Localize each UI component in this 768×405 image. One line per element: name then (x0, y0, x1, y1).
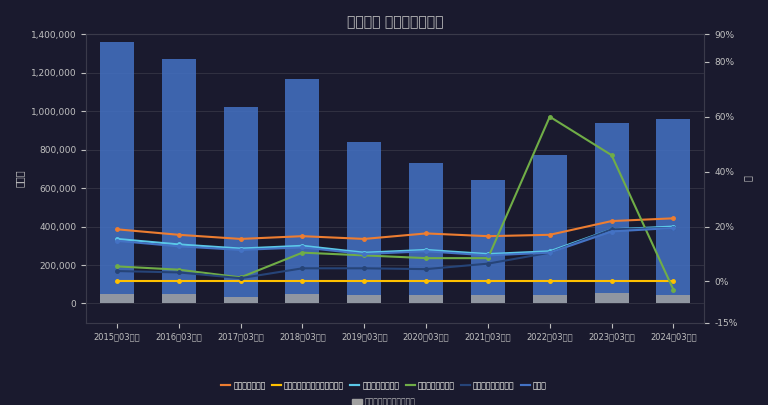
Bar (471, 181, 505, 303)
Bar (409, 163, 443, 303)
Bar (657, 119, 690, 303)
Bar (594, 123, 628, 303)
Bar (533, 156, 567, 303)
Bar (223, 107, 257, 303)
Bar (286, 79, 319, 303)
Legend: 売上高原価比率, 販売費および一般管理費比率, 売上高営業利益率, 売上高経常利益率, 売上高当期純利益率, 売上高: 売上高原価比率, 販売費および一般管理費比率, 売上高営業利益率, 売上高経常利… (218, 378, 550, 393)
Bar (100, 294, 134, 303)
Bar (533, 295, 567, 303)
Bar (223, 297, 257, 303)
Bar (471, 295, 505, 303)
Y-axis label: 億万円: 億万円 (15, 170, 25, 188)
Bar (657, 295, 690, 303)
Bar (162, 294, 196, 303)
Bar (100, 42, 134, 303)
Bar (347, 142, 381, 303)
Bar (409, 295, 443, 303)
Title: 営業効率 財務指標・数値: 営業効率 財務指標・数値 (347, 15, 443, 29)
Bar (347, 295, 381, 303)
Legend: 販売費および一般管理費: 販売費および一般管理費 (349, 394, 419, 405)
Bar (286, 294, 319, 303)
Y-axis label: 率: 率 (743, 176, 753, 181)
Bar (594, 293, 628, 303)
Bar (162, 59, 196, 303)
